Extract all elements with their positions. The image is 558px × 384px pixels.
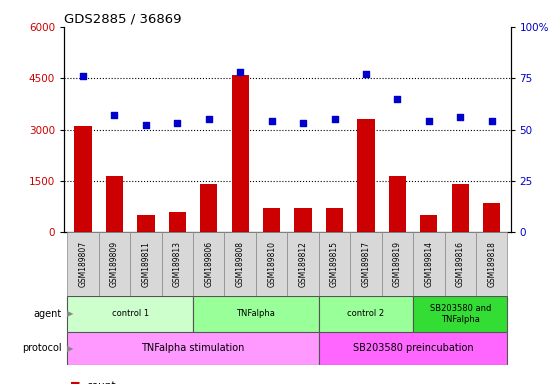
Text: GSM189815: GSM189815 — [330, 241, 339, 287]
Bar — [357, 119, 374, 232]
Bar — [445, 232, 476, 296]
Text: GSM189807: GSM189807 — [79, 241, 88, 287]
Text: agent: agent — [33, 309, 61, 319]
Bar — [162, 232, 193, 296]
Point — [425, 118, 434, 124]
Bar — [193, 232, 224, 296]
Bar — [476, 232, 507, 296]
Bar — [295, 209, 312, 232]
Bar — [382, 232, 413, 296]
Bar — [413, 232, 445, 296]
Bar — [413, 296, 507, 332]
Text: GSM189811: GSM189811 — [141, 241, 151, 287]
Text: SB203580 preincubation: SB203580 preincubation — [353, 343, 473, 354]
Text: GSM189818: GSM189818 — [487, 241, 496, 287]
Bar — [224, 232, 256, 296]
Text: GSM189814: GSM189814 — [424, 241, 434, 287]
Bar — [68, 232, 99, 296]
Bar — [74, 126, 92, 232]
Text: GSM189816: GSM189816 — [456, 241, 465, 287]
Point — [79, 73, 88, 79]
Point — [141, 122, 150, 129]
Bar — [106, 176, 123, 232]
Text: count: count — [86, 381, 116, 384]
Text: GSM189813: GSM189813 — [173, 241, 182, 287]
Bar — [263, 209, 280, 232]
Point — [173, 120, 182, 126]
Text: GSM189806: GSM189806 — [204, 241, 213, 287]
Bar — [169, 212, 186, 232]
Text: protocol: protocol — [22, 343, 61, 354]
Text: control 2: control 2 — [348, 310, 384, 318]
Text: TNFalpha: TNFalpha — [237, 310, 275, 318]
Bar — [193, 296, 319, 332]
Point — [456, 114, 465, 120]
Text: GDS2885 / 36869: GDS2885 / 36869 — [64, 13, 182, 26]
Point — [487, 118, 496, 124]
Bar — [200, 184, 218, 232]
Bar — [483, 203, 501, 232]
Bar — [99, 232, 130, 296]
Point — [235, 69, 244, 75]
Bar — [287, 232, 319, 296]
Bar — [326, 209, 343, 232]
Bar — [68, 332, 319, 365]
Point — [362, 71, 371, 77]
Point — [330, 116, 339, 122]
Text: GSM189812: GSM189812 — [299, 241, 307, 287]
Bar — [319, 332, 507, 365]
Text: SB203580 and
TNFalpha: SB203580 and TNFalpha — [430, 304, 491, 324]
Text: TNFalpha stimulation: TNFalpha stimulation — [141, 343, 245, 354]
Point — [393, 96, 402, 102]
Text: GSM189808: GSM189808 — [235, 241, 245, 287]
Bar — [256, 232, 287, 296]
Text: GSM189810: GSM189810 — [267, 241, 276, 287]
Bar — [137, 215, 155, 232]
Bar — [389, 176, 406, 232]
Point — [110, 112, 119, 118]
Text: GSM189817: GSM189817 — [362, 241, 371, 287]
Bar — [420, 215, 437, 232]
Text: ▶: ▶ — [67, 344, 74, 353]
Bar — [68, 296, 193, 332]
Text: ■: ■ — [70, 381, 80, 384]
Bar — [451, 184, 469, 232]
Point — [299, 120, 307, 126]
Text: GSM189819: GSM189819 — [393, 241, 402, 287]
Text: control 1: control 1 — [112, 310, 149, 318]
Bar — [350, 232, 382, 296]
Point — [267, 118, 276, 124]
Bar — [319, 296, 413, 332]
Bar — [232, 75, 249, 232]
Point — [204, 116, 213, 122]
Text: GSM189809: GSM189809 — [110, 241, 119, 287]
Bar — [319, 232, 350, 296]
Bar — [130, 232, 162, 296]
Text: ▶: ▶ — [67, 310, 74, 318]
